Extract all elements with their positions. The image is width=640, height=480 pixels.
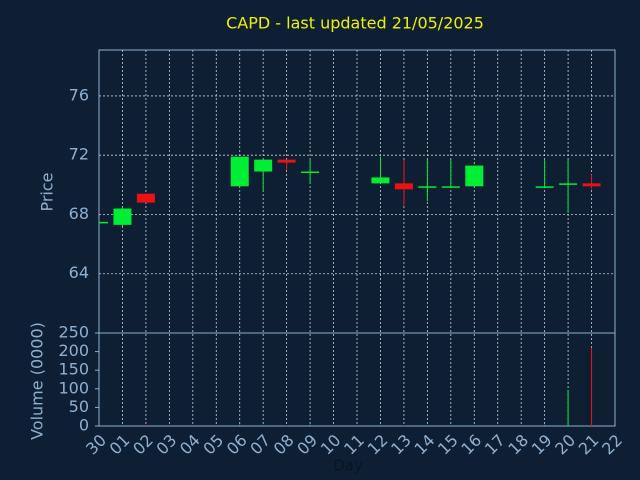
volume-panel bbox=[98, 332, 616, 427]
candle-body bbox=[465, 165, 484, 187]
candle-body bbox=[277, 159, 296, 163]
x-tick-label: 22 bbox=[598, 431, 626, 459]
candles bbox=[99, 156, 601, 426]
volume-tick-label: 0 bbox=[79, 416, 89, 435]
candle-body bbox=[113, 208, 132, 225]
volume-axis-label: Volume (0000) bbox=[28, 322, 47, 440]
y-tick-label: 64 bbox=[69, 263, 89, 282]
candle-body bbox=[418, 186, 437, 188]
volume-tick-label: 250 bbox=[58, 323, 89, 342]
volume-tick-label: 100 bbox=[58, 378, 89, 397]
candle-body bbox=[559, 183, 578, 185]
candle-body bbox=[99, 221, 108, 224]
candle-body bbox=[136, 193, 155, 203]
y-tick-label: 72 bbox=[69, 145, 89, 164]
volume-tick-label: 150 bbox=[58, 360, 89, 379]
candle-body bbox=[230, 156, 249, 187]
candle-body bbox=[394, 183, 413, 190]
candle-body bbox=[371, 177, 390, 184]
volume-tick-label: 200 bbox=[58, 341, 89, 360]
candle-body bbox=[441, 186, 460, 188]
candle-body bbox=[582, 183, 601, 187]
y-axis-label: Price bbox=[38, 172, 57, 211]
y-tick-label: 68 bbox=[69, 204, 89, 223]
candle-body bbox=[254, 159, 273, 172]
y-tick-label: 76 bbox=[69, 85, 89, 104]
candle-body bbox=[535, 186, 554, 188]
volume-tick-label: 50 bbox=[69, 397, 89, 416]
chart-title: CAPD - last updated 21/05/2025 bbox=[226, 14, 484, 33]
x-axis-label: Day bbox=[333, 457, 363, 475]
candle-body bbox=[301, 171, 320, 173]
